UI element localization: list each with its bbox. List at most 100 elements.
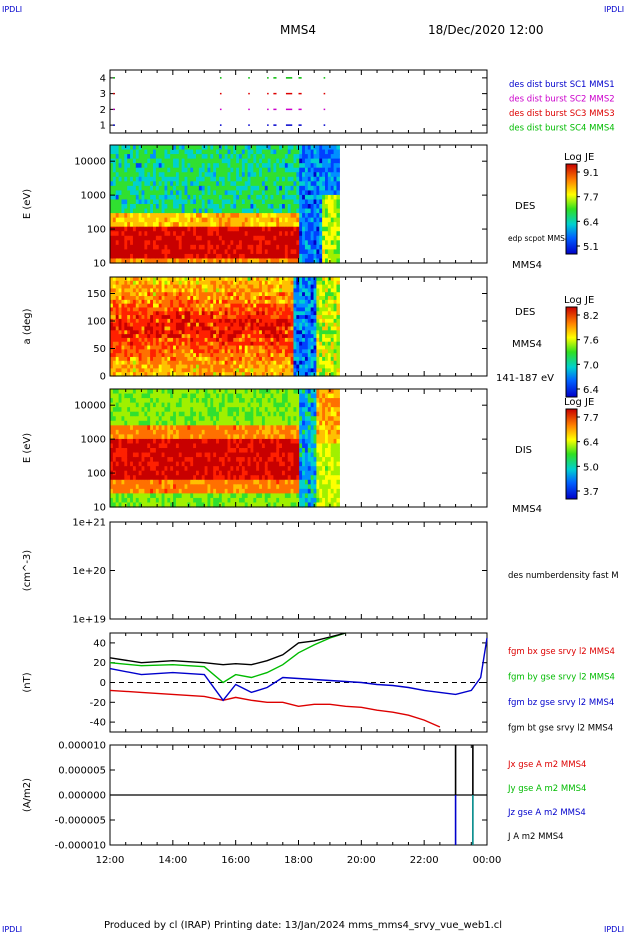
des-energy-cell <box>144 222 148 228</box>
des-energy-cell <box>284 213 289 219</box>
dis-energy-cell <box>164 425 168 431</box>
des-energy-cell <box>241 199 246 205</box>
des-pitch-cell <box>201 341 206 347</box>
des-pitch-cell <box>141 341 146 347</box>
dis-energy-cell <box>167 488 171 494</box>
des-pitch-cell <box>118 299 123 305</box>
des-pitch-cell <box>213 277 217 282</box>
des-energy-cell <box>276 158 280 164</box>
des-energy-cell <box>244 163 249 169</box>
des-energy-cell <box>327 217 332 223</box>
des-pitch-cell <box>244 326 249 331</box>
des-pitch-cell <box>193 311 197 316</box>
des-pitch-cell <box>316 349 320 354</box>
des-energy-cell <box>193 185 197 191</box>
des-pitch-cell <box>267 280 272 286</box>
des-energy-cell <box>175 253 180 260</box>
des-pitch-cell <box>299 368 303 373</box>
des-energy-cell <box>196 208 200 214</box>
des-pitch-cell <box>302 277 306 282</box>
dis-energy-cell <box>147 438 151 445</box>
des-pitch-cell <box>276 360 280 366</box>
des-energy-cell <box>227 231 232 237</box>
des-energy-cell <box>130 244 134 250</box>
des-pitch-cell <box>210 326 214 331</box>
des-pitch-cell <box>130 315 134 320</box>
des-energy-cell <box>187 258 191 264</box>
dis-energy-cell <box>161 484 166 490</box>
des-pitch-cell <box>216 322 220 328</box>
des-energy-cell <box>147 204 151 210</box>
des-pitch-cell <box>224 292 229 297</box>
des-energy-cell <box>279 149 283 155</box>
des-pitch-cell <box>207 337 211 343</box>
des-pitch-cell <box>141 303 146 309</box>
des-energy-cell <box>284 217 289 223</box>
des-energy-cell <box>178 190 183 196</box>
des-energy-cell <box>164 199 168 205</box>
dis-energy-cell <box>150 497 154 504</box>
des-pitch-cell <box>170 322 174 328</box>
des-pitch-cell <box>299 341 303 347</box>
des-pitch-cell <box>204 299 209 305</box>
des-pitch-cell <box>261 345 266 350</box>
des-energy-cell <box>302 204 306 210</box>
des-pitch-cell <box>230 349 234 354</box>
des-energy-cell <box>259 213 263 219</box>
dis-energy-cell <box>110 475 114 481</box>
des-pitch-cell <box>250 299 254 305</box>
des-pitch-cell <box>322 277 326 282</box>
des-energy-cell <box>196 235 200 241</box>
des-pitch-cell <box>239 356 243 362</box>
des-energy-cell <box>224 253 229 260</box>
des-energy-cell <box>130 163 134 169</box>
des-energy-cell <box>181 163 186 169</box>
des-energy-cell <box>207 154 211 160</box>
des-pitch-cell <box>187 307 191 312</box>
des-energy-cell <box>227 149 232 155</box>
des-energy-cell <box>184 226 189 232</box>
des-energy-cell <box>287 199 292 205</box>
dis-energy-cell <box>150 461 154 467</box>
dis-energy-cell <box>173 398 177 404</box>
des-pitch-cell <box>138 330 143 335</box>
des-energy-cell <box>138 167 143 173</box>
des-energy-cell <box>264 172 269 178</box>
des-pitch-cell <box>190 307 194 312</box>
des-energy-cell <box>167 222 171 228</box>
des-energy-cell <box>273 208 277 214</box>
des-pitch-cell <box>124 315 128 320</box>
des-pitch-cell <box>110 292 114 297</box>
des-energy-cell <box>333 204 338 210</box>
des-pitch-cell <box>204 368 209 373</box>
des-pitch-cell <box>218 280 223 286</box>
des-pitch-cell <box>241 341 246 347</box>
des-pitch-cell <box>196 345 200 350</box>
des-energy-cell <box>319 231 323 237</box>
des-energy-cell <box>293 185 297 191</box>
dis-energy-cell <box>161 402 166 408</box>
des-pitch-cell <box>184 284 189 290</box>
des-pitch-cell <box>267 292 272 297</box>
des-pitch-cell <box>190 280 194 286</box>
des-energy-cell <box>130 217 134 223</box>
dis-energy-cell <box>112 393 117 399</box>
des-pitch-cell <box>336 345 340 350</box>
des-energy-cell <box>259 172 263 178</box>
des-pitch-cell <box>322 353 326 358</box>
dis-energy-cell <box>124 479 128 485</box>
dis-energy-cell <box>121 497 125 504</box>
dis-energy-cell <box>112 479 117 485</box>
des-energy-cell <box>110 253 114 260</box>
des-pitch-cell <box>267 334 272 339</box>
des-energy-cell <box>267 240 272 246</box>
des-pitch-cell <box>115 277 120 282</box>
des-energy-cell <box>270 145 275 151</box>
des-pitch-cell <box>336 330 340 335</box>
dis-energy-cell <box>115 470 120 476</box>
des-energy-cell <box>161 258 166 264</box>
dis-energy-cell <box>150 389 154 395</box>
dis-energy-cell <box>135 479 140 485</box>
des-pitch-cell <box>322 337 326 343</box>
des-energy-cell <box>290 240 295 246</box>
